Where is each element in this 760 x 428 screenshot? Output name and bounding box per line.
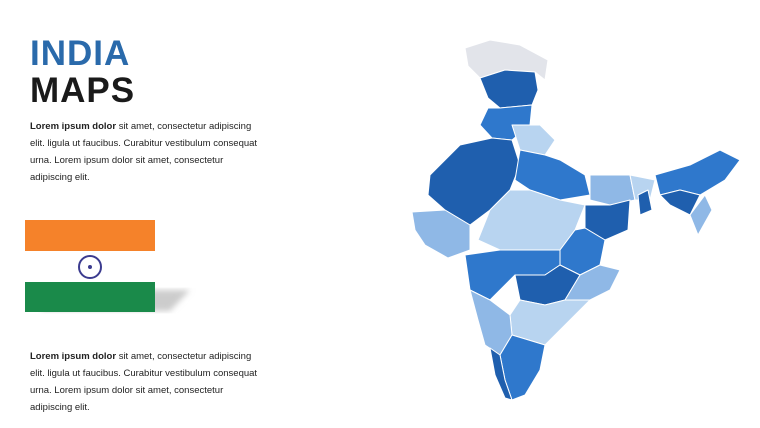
india-map [411,39,741,401]
flag [25,220,190,312]
title: INDIA [30,34,131,73]
lead: Lorem ipsum dolor [30,351,117,362]
lead: Lorem ipsum dolor [30,121,117,132]
body-text: sit amet, consectetur adipiscing elit. l… [30,351,258,413]
title: MAPS [30,71,136,110]
paragraph: Lorem ipsum dolor sit amet, consectetur … [30,348,265,416]
body-text: sit amet, consectetur adipiscing elit. l… [30,121,258,183]
paragraph: Lorem ipsum dolor sit amet, consectetur … [30,118,265,186]
